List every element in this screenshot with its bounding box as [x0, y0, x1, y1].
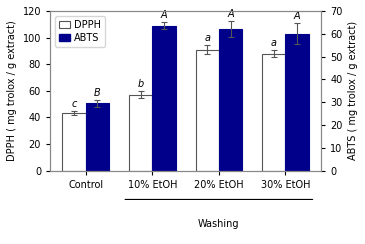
- Y-axis label: DPPH ( mg trolox / g extract): DPPH ( mg trolox / g extract): [7, 20, 17, 161]
- Bar: [86, 103, 109, 171]
- Text: a: a: [271, 38, 277, 48]
- Text: a: a: [204, 33, 210, 43]
- Bar: [262, 53, 285, 171]
- Y-axis label: ABTS ( mg trolox / g extract): ABTS ( mg trolox / g extract): [348, 21, 358, 160]
- Bar: [152, 26, 176, 171]
- Legend: DPPH, ABTS: DPPH, ABTS: [55, 16, 105, 47]
- Text: Washing: Washing: [198, 219, 239, 229]
- Bar: [196, 50, 219, 171]
- Text: b: b: [138, 80, 144, 90]
- Bar: [129, 95, 152, 171]
- Text: c: c: [71, 99, 77, 109]
- Bar: [219, 29, 242, 171]
- Text: A: A: [294, 11, 300, 21]
- Bar: [285, 34, 309, 171]
- Text: A: A: [227, 9, 234, 19]
- Bar: [62, 113, 86, 171]
- Text: B: B: [94, 88, 101, 98]
- Text: A: A: [161, 10, 167, 20]
